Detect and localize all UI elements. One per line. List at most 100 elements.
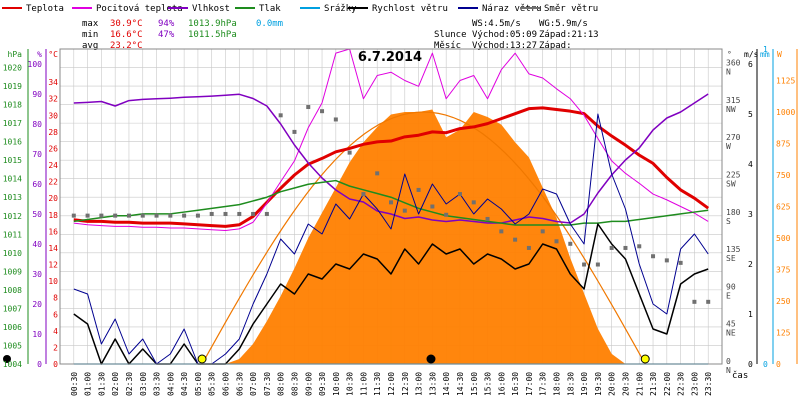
time-axis-label: čas xyxy=(732,370,748,381)
wind-direction-point xyxy=(692,299,697,304)
rain-tick: 1 xyxy=(763,45,768,54)
legend-label: Tlak xyxy=(259,4,281,14)
series-line-n-raz-v-tru xyxy=(73,113,709,365)
wind-direction-point xyxy=(182,213,187,218)
wind-dir-label: N xyxy=(726,366,731,375)
series-lines xyxy=(73,48,710,365)
x-tick-label: 01:30 xyxy=(97,372,106,396)
wind-dir-tick: 90 xyxy=(726,282,736,291)
solar-unit: W xyxy=(777,50,782,59)
wind-direction-point xyxy=(85,213,90,218)
wind-direction-point xyxy=(113,213,118,218)
wind-direction-point xyxy=(402,208,407,213)
y-tick-pressure_hPa: 1016 xyxy=(3,138,22,147)
wind-dir-label: E xyxy=(726,291,731,300)
wind-dir-tick: 270 xyxy=(726,133,741,142)
solar-tick: 0 xyxy=(776,360,781,369)
moonrise-icon xyxy=(426,354,436,364)
wind-direction-point xyxy=(499,229,504,234)
x-tick-label: 16:00 xyxy=(497,372,506,396)
x-tick-label: 22:00 xyxy=(663,372,672,396)
wind-direction-point xyxy=(140,213,145,218)
series-line-vlhkost xyxy=(73,93,709,224)
x-tick-label: 13:00 xyxy=(415,372,424,396)
x-tick-label: 20:30 xyxy=(621,372,630,396)
x-tick-label: 02:00 xyxy=(111,372,120,396)
x-tick-label: 19:00 xyxy=(580,372,589,396)
sun-label: Slunce xyxy=(434,30,467,40)
sun-icon xyxy=(197,354,207,364)
wind-direction-point xyxy=(154,213,159,218)
wind-direction-point xyxy=(540,229,545,234)
wind-direction-point xyxy=(168,213,173,218)
plot-frame xyxy=(59,48,723,365)
y-tick-pressure_hPa: 1009 xyxy=(3,267,22,276)
wind-speed-tick: 2 xyxy=(748,260,753,269)
wind-direction-point xyxy=(71,213,76,218)
y-tick-humidity_pct: 30 xyxy=(32,270,42,279)
wind-direction-point xyxy=(361,192,366,197)
solar-tick: 500 xyxy=(776,234,791,243)
wind-dir-label: N xyxy=(726,68,731,77)
wind-dir-tick: 0 xyxy=(726,357,731,366)
y-tick-temperature_C: 34 xyxy=(48,78,58,87)
series-line-tlak xyxy=(73,179,709,226)
legend-label: Rychlost větru xyxy=(372,4,448,14)
stats-rain: 0.0mm xyxy=(256,19,283,29)
stats-block: max 30.9°C 94% 1013.9hPa 0.0mm min 16.6°… xyxy=(82,19,283,51)
y-tick-humidity_pct: 10 xyxy=(32,330,42,339)
stats-min-label: min xyxy=(82,30,98,40)
sunrise-info: Východ:05:09 xyxy=(472,30,537,40)
x-tick-label: 18:30 xyxy=(566,372,575,396)
x-tick-label: 08:00 xyxy=(277,372,286,396)
solar-tick: 875 xyxy=(776,140,791,149)
wind-direction-point xyxy=(457,192,462,197)
solar-tick: 750 xyxy=(776,171,791,180)
x-tick-label: 10:30 xyxy=(346,372,355,396)
y-tick-humidity_pct: 0 xyxy=(37,360,42,369)
y-tick-humidity_pct: 90 xyxy=(32,90,42,99)
x-tick-label: 19:30 xyxy=(594,372,603,396)
solar-tick: 625 xyxy=(776,203,791,212)
wind-speed-tick: 3 xyxy=(748,210,753,219)
wind-direction-point xyxy=(582,262,587,267)
stats-min-pressure: 1011.5hPa xyxy=(188,30,237,40)
y-tick-temperature_C: 4 xyxy=(53,327,58,336)
x-tick-label: 03:30 xyxy=(153,372,162,396)
y-tick-pressure_hPa: 1013 xyxy=(3,193,22,202)
wind-dir-tick: 360 xyxy=(726,59,741,68)
x-tick-label: 13:30 xyxy=(428,372,437,396)
series-line-teplota xyxy=(73,106,710,228)
x-tick-label: 11:30 xyxy=(373,372,382,396)
wind-dir-label: SE xyxy=(726,254,736,263)
y-tick-temperature_C: 8 xyxy=(53,294,58,303)
wind-direction-point xyxy=(444,212,449,217)
y-tick-temperature_C: 22 xyxy=(48,178,58,187)
wind-direction-points xyxy=(71,105,711,304)
moon-phase-icon xyxy=(3,355,11,363)
wind-speed-tick: 1 xyxy=(748,310,753,319)
y-tick-humidity_pct: 100 xyxy=(28,60,43,69)
x-tick-label: 03:00 xyxy=(139,372,148,396)
stats-avg-temp: 23.2°C xyxy=(110,41,143,51)
wind-direction-point xyxy=(554,239,559,244)
wind-direction-point xyxy=(237,211,242,216)
y-tick-pressure_hPa: 1018 xyxy=(3,101,22,110)
legend-label: Vlhkost xyxy=(192,4,230,14)
x-tick-label: 06:30 xyxy=(235,372,244,396)
x-tick-label: 08:30 xyxy=(290,372,299,396)
x-tick-label: 12:00 xyxy=(387,372,396,396)
wind-direction-point xyxy=(320,109,325,114)
x-tick-label: 09:00 xyxy=(304,372,313,396)
moonrise-info: Východ:13:27 xyxy=(472,41,537,51)
wind-direction-point xyxy=(195,213,200,218)
wind-direction-point xyxy=(278,113,283,118)
stats-max-temp: 30.9°C xyxy=(110,19,143,29)
y-tick-pressure_hPa: 1017 xyxy=(3,119,22,128)
wind-speed-unit: m/s xyxy=(744,50,759,59)
wind-dir-tick: 315 xyxy=(726,96,741,105)
wind-dir-label: NW xyxy=(726,105,736,114)
wind-direction-point xyxy=(623,245,628,250)
stats-min-temp: 16.6°C xyxy=(110,30,143,40)
wind-dir-label: S xyxy=(726,217,731,226)
